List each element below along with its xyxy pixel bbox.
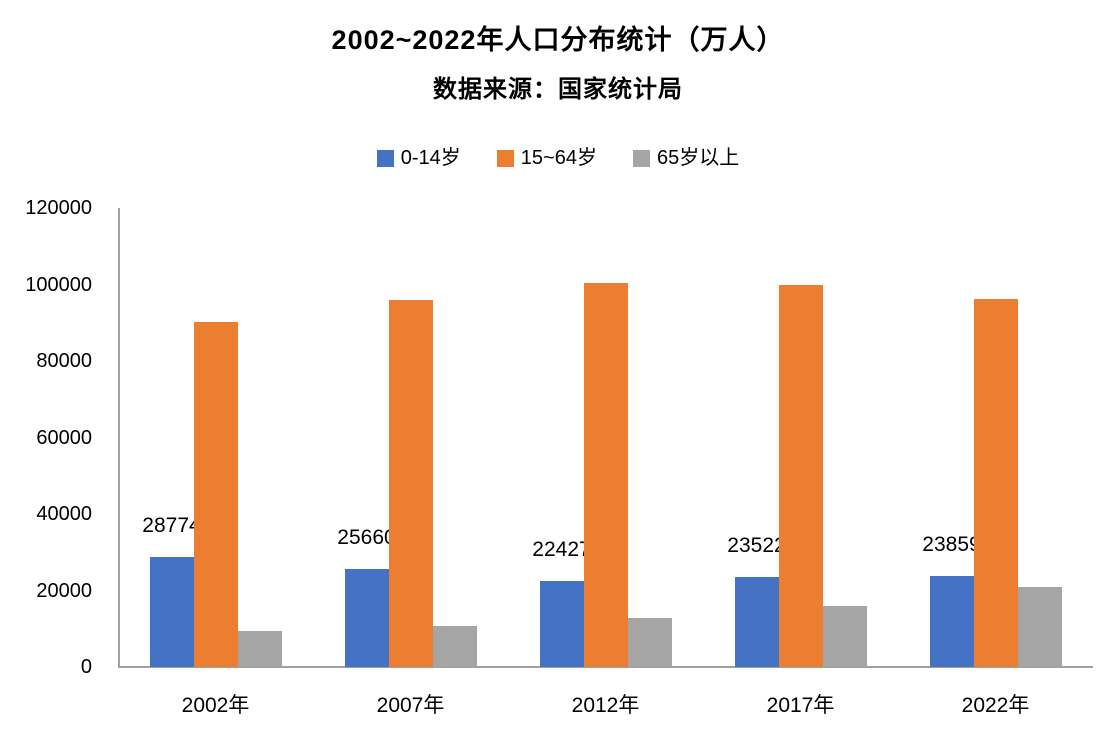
y-axis-tick-label: 100000 bbox=[25, 273, 92, 296]
bar bbox=[539, 581, 584, 667]
legend-label: 0-14岁 bbox=[400, 147, 461, 169]
chart-subtitle: 数据来源：国家统计局 bbox=[433, 76, 683, 103]
x-axis-label: 2002年 bbox=[181, 694, 250, 717]
x-axis-label: 2007年 bbox=[376, 694, 445, 717]
y-axis-tick-label: 0 bbox=[80, 656, 92, 678]
legend-item-2: 65岁以上 bbox=[632, 147, 740, 169]
x-axis-line bbox=[118, 666, 1093, 668]
x-axis-label: 2017年 bbox=[766, 694, 835, 717]
y-axis-tick-label: 120000 bbox=[25, 197, 92, 219]
legend-label: 65岁以上 bbox=[656, 147, 740, 169]
bar bbox=[1017, 586, 1062, 667]
data-label: 22427 bbox=[532, 538, 591, 562]
legend-swatch-icon bbox=[376, 149, 394, 167]
bar bbox=[822, 606, 867, 667]
data-label: 23522 bbox=[727, 534, 786, 558]
bar bbox=[734, 577, 779, 667]
bar bbox=[778, 285, 823, 667]
bar bbox=[344, 568, 389, 667]
y-axis-tick-label: 40000 bbox=[36, 503, 92, 525]
x-axis-label: 2012年 bbox=[571, 694, 640, 717]
bar bbox=[149, 556, 194, 667]
legend-item-0: 0-14岁 bbox=[376, 147, 461, 169]
chart-legend: 0-14岁 15~64岁 65岁以上 bbox=[0, 148, 1116, 168]
bar bbox=[583, 282, 628, 667]
data-label: 23859 bbox=[922, 532, 981, 556]
x-axis-label: 2022年 bbox=[961, 694, 1030, 717]
data-label: 25660 bbox=[337, 525, 396, 549]
bar bbox=[929, 575, 974, 667]
bar bbox=[237, 631, 282, 667]
legend-item-1: 15~64岁 bbox=[496, 147, 597, 169]
bar bbox=[973, 298, 1018, 667]
bar bbox=[627, 618, 672, 667]
y-axis-tick-label: 80000 bbox=[36, 350, 92, 372]
bar bbox=[193, 321, 238, 667]
y-axis-tick-label: 20000 bbox=[36, 579, 92, 602]
legend-swatch-icon bbox=[496, 149, 514, 167]
data-label: 28774 bbox=[142, 513, 201, 537]
legend-swatch-icon bbox=[632, 149, 650, 167]
y-axis-line bbox=[118, 208, 120, 667]
bar bbox=[432, 626, 477, 667]
chart-title: 2002~2022年人口分布统计（万人） bbox=[331, 25, 785, 55]
bar bbox=[388, 300, 433, 667]
y-axis-tick-label: 60000 bbox=[36, 426, 92, 449]
legend-label: 15~64岁 bbox=[520, 147, 597, 169]
